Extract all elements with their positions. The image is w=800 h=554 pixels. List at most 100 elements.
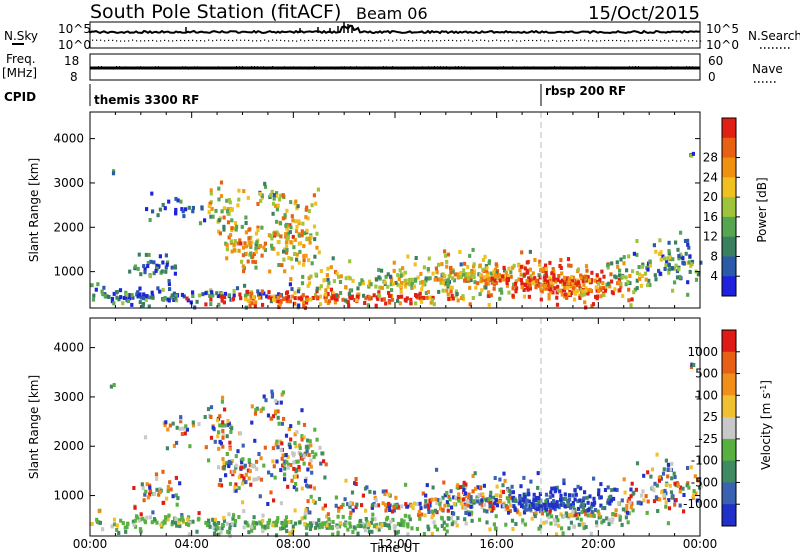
- heatmap-cell: [281, 453, 285, 458]
- heatmap-cell: [670, 461, 674, 466]
- nsearch-dot: [592, 40, 594, 42]
- heatmap-cell: [371, 512, 375, 517]
- heatmap-cell: [387, 293, 392, 298]
- heatmap-cell: [251, 259, 255, 264]
- heatmap-cell: [461, 294, 465, 299]
- heatmap-cell: [341, 297, 345, 302]
- heatmap-cell: [308, 281, 312, 286]
- heatmap-cell: [211, 214, 215, 219]
- heatmap-cell: [424, 291, 428, 295]
- heatmap-cell: [228, 526, 232, 531]
- nsearch-dot: [216, 39, 218, 41]
- heatmap-cell: [150, 191, 154, 196]
- heatmap-cell: [632, 290, 636, 295]
- heatmap-cell: [218, 414, 222, 419]
- heatmap-cell: [589, 531, 593, 536]
- heatmap-cell: [375, 525, 379, 530]
- heatmap-cell: [566, 502, 570, 507]
- heatmap-cell: [143, 492, 147, 497]
- heatmap-cell: [294, 459, 298, 464]
- heatmap-cell: [683, 239, 688, 243]
- heatmap-cell: [319, 284, 323, 289]
- nsearch-dot: [240, 39, 242, 41]
- nave-dot: [158, 66, 159, 69]
- heatmap-cell: [498, 477, 502, 482]
- heatmap-cell: [225, 243, 229, 248]
- heatmap-cell: [300, 453, 305, 458]
- heatmap-cell: [160, 269, 164, 274]
- nave-dot: [440, 66, 441, 69]
- heatmap-cell: [545, 520, 549, 525]
- heatmap-cell: [310, 203, 314, 208]
- heatmap-cell: [248, 243, 252, 248]
- heatmap-cell: [687, 260, 691, 265]
- nsearch-dot: [620, 40, 622, 42]
- heatmap-cell: [632, 251, 636, 256]
- heatmap-cell: [685, 483, 689, 488]
- heatmap-cell: [337, 506, 341, 511]
- heatmap-cell: [272, 498, 276, 503]
- heatmap-cell: [389, 282, 393, 287]
- heatmap-cell: [398, 268, 402, 273]
- heatmap-cell: [377, 527, 381, 532]
- heatmap-cell: [112, 291, 116, 296]
- heatmap-cell: [121, 301, 125, 306]
- heatmap-cell: [278, 302, 282, 307]
- heatmap-cell: [589, 512, 593, 517]
- heatmap-cell: [627, 287, 631, 292]
- heatmap-cell: [580, 522, 585, 527]
- heatmap-cell: [691, 151, 695, 156]
- heatmap-cell: [623, 490, 627, 495]
- nave-dot: [227, 66, 228, 70]
- heatmap-cell: [380, 523, 384, 527]
- nave-dot: [362, 66, 363, 70]
- heatmap-cell: [230, 521, 234, 526]
- heatmap-cell: [145, 207, 149, 212]
- noise-tick-right-bottom: 10^0: [706, 38, 739, 52]
- heatmap-cell: [317, 250, 321, 255]
- heatmap-cell: [442, 520, 446, 525]
- heatmap-cell: [284, 223, 288, 228]
- heatmap-cell: [327, 522, 331, 527]
- nsearch-dot: [660, 40, 662, 42]
- heatmap-cell: [420, 299, 424, 304]
- heatmap-cell: [599, 515, 603, 520]
- heatmap-cell: [455, 292, 459, 296]
- heatmap-cell: [300, 233, 304, 238]
- heatmap-cell: [509, 503, 513, 508]
- nsearch-dot: [464, 39, 466, 41]
- heatmap-cell: [242, 525, 246, 530]
- heatmap-cell: [217, 521, 221, 525]
- heatmap-cell: [272, 196, 276, 201]
- heatmap-cell: [522, 510, 527, 515]
- heatmap-cell: [662, 467, 666, 472]
- heatmap-cell: [637, 265, 641, 269]
- heatmap-cell: [608, 284, 612, 289]
- heatmap-cell: [601, 286, 606, 290]
- power-colorbar-swatch-1: [722, 137, 736, 159]
- heatmap-cell: [327, 525, 331, 530]
- heatmap-cell: [117, 531, 121, 535]
- nave-dot: [665, 67, 666, 70]
- heatmap-cell: [668, 467, 672, 472]
- heatmap-cell: [543, 281, 547, 286]
- heatmap-cell: [427, 507, 431, 511]
- nsearch-dot: [272, 39, 274, 41]
- heatmap-cell: [294, 219, 298, 224]
- heatmap-cell: [304, 253, 308, 258]
- heatmap-cell: [648, 283, 652, 287]
- heatmap-cell: [567, 277, 571, 282]
- heatmap-cell: [543, 503, 547, 507]
- nsearch-dot: [376, 40, 378, 42]
- nave-dot: [614, 67, 615, 70]
- heatmap-cell: [135, 515, 139, 520]
- heatmap-cell: [501, 483, 505, 488]
- heatmap-cell: [274, 298, 278, 303]
- nave-dot: [173, 66, 174, 70]
- heatmap-cell: [235, 286, 240, 291]
- heatmap-cell: [571, 510, 575, 514]
- heatmap-cell: [168, 423, 172, 428]
- cpid-strip: CPID themis 3300 RF rbsp 200 RF: [4, 84, 626, 107]
- heatmap-cell: [493, 273, 498, 278]
- heatmap-cell: [435, 501, 439, 505]
